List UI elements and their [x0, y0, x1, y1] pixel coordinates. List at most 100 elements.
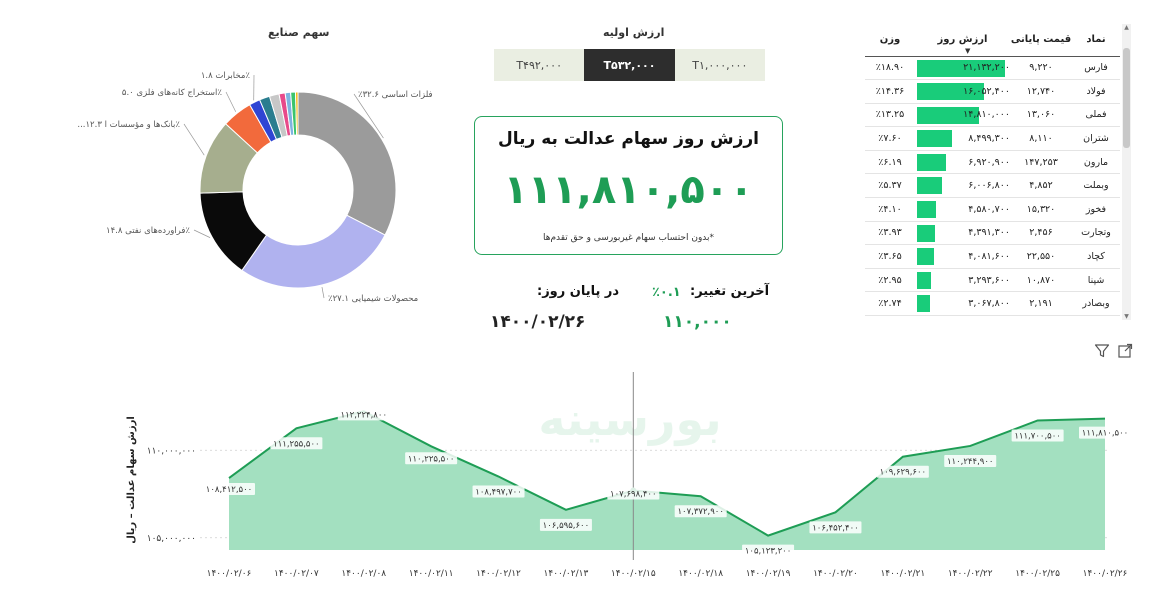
donut-leader-line: [321, 287, 325, 299]
table-row[interactable]: وبصادر ۲,۱۹۱ ۳,۰۶۷,۸۰۰ ٪۲.۷۴: [865, 291, 1120, 317]
point-label: ۱۱۰,۲۴۴,۹۰۰: [947, 457, 994, 467]
x-tick-label: ۱۴۰۰/۰۲/۰۸: [341, 569, 386, 579]
point-label: ۱۰۸,۴۱۲,۵۰۰: [206, 485, 253, 495]
cell-price: ۱۵,۳۲۰: [1010, 197, 1072, 222]
point-label-bg: [809, 521, 862, 534]
header-value-label: ارزش روز: [937, 34, 988, 46]
table-row[interactable]: کچاد ۲۲,۵۵۰ ۴,۰۸۱,۶۰۰ ٪۳.۶۵: [865, 244, 1120, 269]
donut-slice-label: ٪۳۲.۶ فلزات اساسی: [358, 90, 433, 100]
cell-price: ۹,۲۲۰: [1010, 56, 1072, 81]
value-area-chart: بورسینه ۱۰۵,۰۰۰,۰۰۰ ۱۱۰,۰۰۰,۰۰۰ ۱۰۸,۴۱۲,۵۰۰…: [126, 372, 1131, 579]
table-row[interactable]: وبملت ۴,۸۵۲ ۶,۰۰۶,۸۰۰ ٪۵.۳۷: [865, 173, 1120, 199]
initial-option-1[interactable]: T۴۹۲,۰۰۰: [494, 49, 585, 81]
cell-price: ۱۳,۰۶۰: [1010, 103, 1072, 128]
table-row[interactable]: مارون ۱۴۷,۲۵۳ ۶,۹۲۰,۹۰۰ ٪۶.۱۹: [865, 150, 1120, 175]
table-row[interactable]: فولاد ۱۲,۷۴۰ ۱۶,۰۵۲,۴۰۰ ٪۱۴.۳۶: [865, 79, 1120, 104]
header-price[interactable]: قیمت پایانی: [1010, 24, 1072, 57]
donut-slice-label: فراورده‌های نفتی ۱۴.۸٪: [106, 226, 190, 236]
x-tick-label: ۱۴۰۰/۰۲/۰۶: [207, 569, 252, 579]
donut-slice[interactable]: [297, 91, 397, 236]
value-text: ۱۶,۰۵۲,۴۰۰: [963, 85, 1010, 97]
watermark-logo: بورسینه: [538, 392, 721, 446]
cell-symbol: شپنا: [1072, 268, 1120, 293]
scroll-thumb[interactable]: [1123, 48, 1130, 148]
card-note: *بدون احتساب سهام غیربورسی و حق تقدم‌ها: [542, 233, 715, 243]
end-of-day-label: در پایان روز:: [537, 284, 620, 299]
point-label: ۱۰۵,۱۲۳,۲۰۰: [745, 547, 792, 557]
cell-weight: ٪۵.۳۷: [865, 173, 915, 199]
value-text: ۴,۵۸۰,۷۰۰: [968, 203, 1010, 215]
donut-leader-line: [353, 93, 384, 139]
initial-value-title: ارزش اولیه: [603, 26, 665, 39]
cell-value: ۲۱,۱۳۲,۲۰۰: [915, 56, 1010, 81]
x-tick-label: ۱۴۰۰/۰۲/۲۰: [813, 569, 858, 579]
table-scrollbar[interactable]: ▲ ▼: [1122, 24, 1131, 320]
value-text: ۶,۹۲۰,۹۰۰: [968, 156, 1010, 168]
initial-option-2[interactable]: T۵۳۲,۰۰۰: [584, 49, 675, 81]
point-label-bg: [203, 483, 255, 496]
table-row[interactable]: شپنا ۱۰,۸۷۰ ۳,۲۹۳,۶۰۰ ٪۲.۹۵: [865, 268, 1120, 293]
point-label-bg: [337, 408, 390, 421]
initial-option-3[interactable]: T۱,۰۰۰,۰۰۰: [674, 49, 765, 81]
point-label-bg: [539, 518, 592, 531]
expand-icon[interactable]: [1117, 343, 1133, 359]
table-row[interactable]: فارس ۹,۲۲۰ ۲۱,۱۳۲,۲۰۰ ٪۱۸.۹۰: [865, 56, 1120, 81]
point-label-bg: [876, 465, 929, 478]
point-label-bg: [472, 485, 525, 498]
cell-price: ۲,۱۹۱: [1010, 291, 1072, 317]
x-tick-label: ۱۴۰۰/۰۲/۰۷: [274, 569, 319, 579]
x-tick-label: ۱۴۰۰/۰۲/۱۲: [476, 569, 521, 579]
point-label: ۱۱۲,۲۲۴,۸۰۰: [341, 410, 388, 420]
y-tick-label: ۱۱۰,۰۰۰,۰۰۰: [147, 446, 196, 456]
x-tick-label: ۱۴۰۰/۰۲/۱۹: [746, 569, 791, 579]
cell-symbol: فخوز: [1072, 197, 1120, 222]
donut-leader-line: [183, 123, 205, 156]
table-row[interactable]: شتران ۸,۱۱۰ ۸,۴۹۹,۳۰۰ ٪۷.۶۰: [865, 126, 1120, 151]
donut-title: سهم صنایع: [268, 26, 330, 39]
cell-price: ۸,۱۱۰: [1010, 126, 1072, 151]
point-label-bg: [742, 544, 795, 557]
sort-desc-icon: ▼: [965, 46, 971, 55]
point-label: ۱۰۶,۴۵۲,۴۰۰: [812, 523, 859, 533]
cell-price: ۲,۴۵۶: [1010, 221, 1072, 246]
value-text: ۱۴,۸۱۰,۰۰۰: [963, 109, 1010, 121]
scroll-down-icon[interactable]: ▼: [1124, 313, 1129, 320]
table-header-row: نماد قیمت پایانی ارزش روز ▼ وزن: [865, 24, 1120, 57]
cell-value: ۱۴,۸۱۰,۰۰۰: [915, 103, 1010, 128]
value-text: ۲۱,۱۳۲,۲۰۰: [963, 62, 1010, 74]
header-symbol[interactable]: نماد: [1072, 24, 1120, 57]
cell-value: ۴,۰۸۱,۶۰۰: [915, 244, 1010, 269]
x-tick-label: ۱۴۰۰/۰۲/۲۱: [880, 569, 925, 579]
cell-weight: ٪۷.۶۰: [865, 126, 915, 151]
table-row[interactable]: فملی ۱۳,۰۶۰ ۱۴,۸۱۰,۰۰۰ ٪۱۳.۲۵: [865, 103, 1120, 128]
header-weight[interactable]: وزن: [865, 24, 915, 57]
scroll-up-icon[interactable]: ▲: [1124, 24, 1129, 31]
point-label-bg: [1011, 429, 1064, 442]
donut-leader-line: [193, 229, 211, 238]
donut-slice[interactable]: [295, 91, 299, 136]
cell-weight: ٪۶.۱۹: [865, 150, 915, 175]
industry-share-panel: سهم صنایع ٪۳۲.۶ فلزات اساسی ٪۲۷.۱ محصولات…: [0, 0, 440, 320]
area-fill: [229, 411, 1105, 550]
cell-price: ۱۲,۷۴۰: [1010, 79, 1072, 104]
last-change-label: آخرین تغییر:: [690, 284, 770, 299]
cell-symbol: فملی: [1072, 103, 1120, 128]
value-text: ۶,۰۰۶,۸۰۰: [968, 180, 1010, 192]
table-row[interactable]: فخوز ۱۵,۳۲۰ ۴,۵۸۰,۷۰۰ ٪۴.۱۰: [865, 197, 1120, 222]
cell-value: ۶,۰۰۶,۸۰۰: [915, 173, 1010, 199]
donut-slice[interactable]: [241, 214, 386, 289]
table-row[interactable]: وتجارت ۲,۴۵۶ ۴,۳۹۱,۳۰۰ ٪۳.۹۳: [865, 221, 1120, 246]
donut-slice-label: مخابرات ۱.۸٪: [201, 71, 251, 81]
x-tick-label: ۱۴۰۰/۰۲/۲۲: [948, 569, 993, 579]
cell-symbol: شتران: [1072, 126, 1120, 151]
cell-value: ۱۶,۰۵۲,۴۰۰: [915, 79, 1010, 104]
point-label: ۱۰۷,۳۷۲,۹۰۰: [677, 507, 724, 517]
y-tick-label: ۱۰۵,۰۰۰,۰۰۰: [147, 534, 196, 544]
stock-table-panel: نماد قیمت پایانی ارزش روز ▼ وزن فارس ۹,۲۲۰…: [865, 24, 1133, 324]
filter-icon[interactable]: [1094, 343, 1110, 359]
cell-value: ۸,۴۹۹,۳۰۰: [915, 126, 1010, 151]
value-text: ۴,۰۸۱,۶۰۰: [968, 251, 1010, 263]
point-label: ۱۰۶,۵۹۵,۶۰۰: [543, 521, 590, 531]
cell-symbol: فارس: [1072, 56, 1120, 81]
header-value[interactable]: ارزش روز ▼: [915, 24, 1010, 57]
